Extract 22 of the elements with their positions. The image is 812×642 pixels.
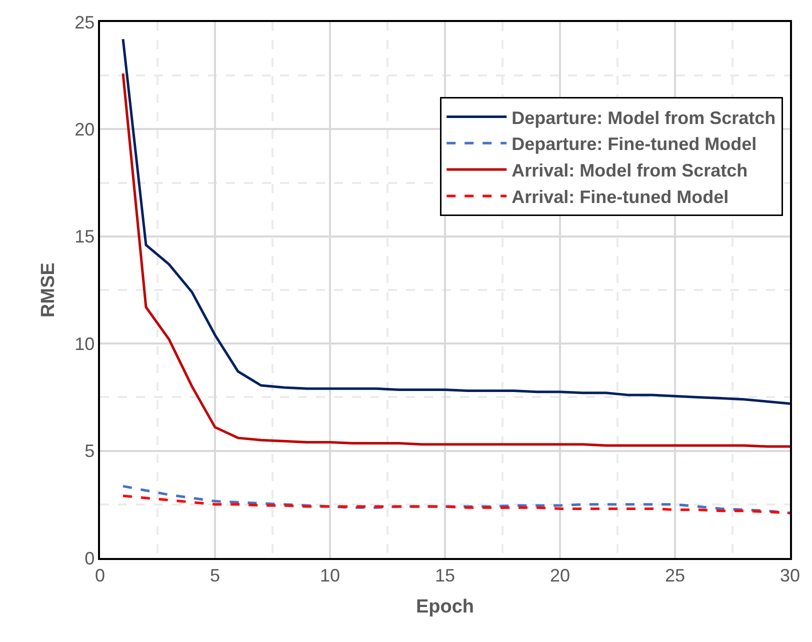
line-series — [122, 494, 790, 514]
y-tick-label: 0 — [84, 548, 95, 568]
y-tick-label: 5 — [84, 441, 95, 462]
x-tick-label: 10 — [320, 565, 340, 586]
x-tick-label: 20 — [550, 565, 570, 586]
y-tick-label: 10 — [74, 334, 95, 354]
legend-label: Arrival: Model from Scratch — [512, 160, 748, 181]
line-series — [122, 484, 790, 514]
y-tick-label: 15 — [74, 226, 95, 247]
x-tick-label: 15 — [434, 565, 456, 586]
x-tick-label: 5 — [210, 565, 220, 586]
line-series — [122, 72, 790, 448]
line-series — [122, 38, 790, 405]
x-tick-label: 30 — [780, 565, 800, 586]
x-axis-title: Epoch — [416, 596, 474, 618]
y-tick-label: 25 — [74, 12, 95, 32]
x-tick-label: 25 — [664, 565, 686, 586]
legend-label: Departure: Model from Scratch — [512, 108, 776, 128]
legend-label: Departure: Fine-tuned Model — [512, 134, 757, 154]
legend-label: Arrival: Fine-tuned Model — [512, 186, 729, 207]
y-tick-label: 20 — [74, 120, 95, 140]
y-axis-title: RMSE — [38, 262, 59, 318]
